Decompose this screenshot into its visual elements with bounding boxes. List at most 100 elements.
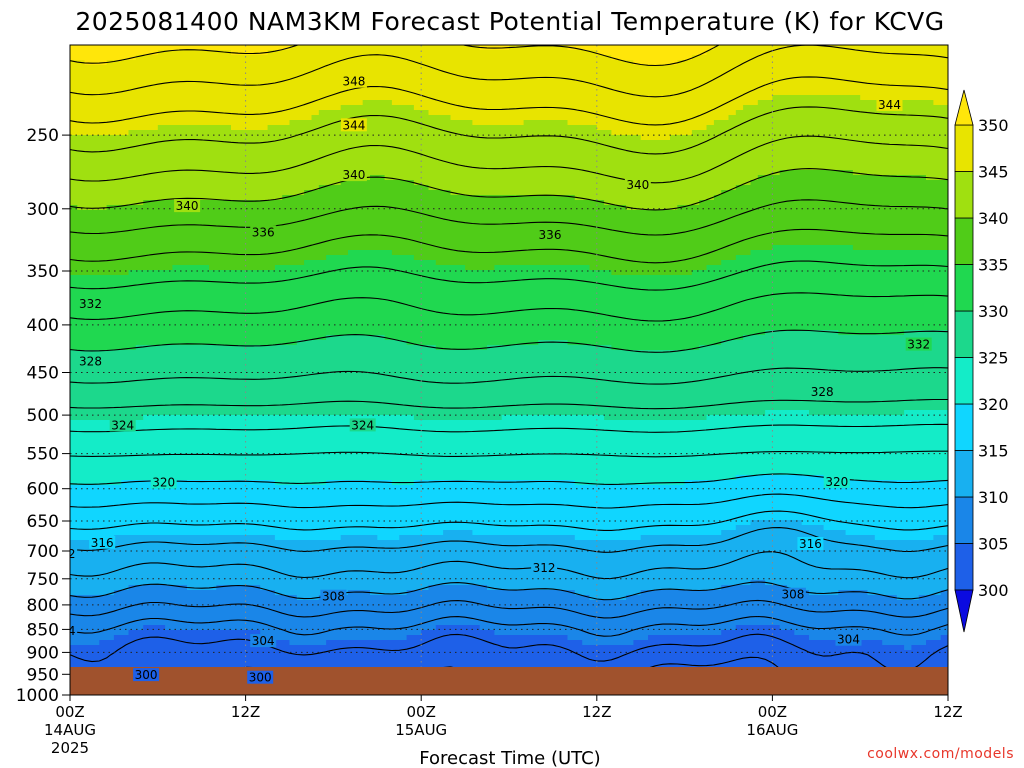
contour-band-cell [70, 130, 130, 136]
colorbar-segment [954, 124, 974, 172]
contour-band-cell [713, 195, 948, 201]
contour-label-text: 336 [539, 228, 562, 242]
contour-band-cell [933, 100, 948, 106]
plot-frame [69, 44, 949, 696]
colorbar-segment [954, 357, 974, 405]
contour-band-cell [852, 245, 948, 251]
y-tick-label: 850 [27, 620, 59, 640]
contour-band-cell [70, 585, 130, 591]
y-tick-label: 900 [27, 643, 59, 663]
contour-band-cell [106, 60, 635, 66]
contour-band-cell [611, 55, 693, 61]
contour-band-cell [70, 275, 948, 281]
contour-band-cell [70, 245, 773, 251]
contour-label-text: 344 [878, 98, 901, 112]
contour-band-cell [691, 270, 948, 276]
contour-band-cell [70, 365, 948, 371]
contour-band-cell [501, 415, 605, 421]
contour-band-cell [70, 400, 948, 406]
contour-band-cell [926, 640, 948, 646]
contour-band-cell [801, 520, 948, 526]
contour-band-cell [70, 545, 948, 551]
contour-band-cell [626, 595, 898, 601]
contour-line-346 [70, 76, 948, 126]
contour-band-cell [282, 195, 576, 201]
contour-label-text: 300 [135, 668, 158, 682]
contour-band-cell [406, 590, 576, 596]
contour-band-cell [70, 635, 115, 641]
y-tick-label: 550 [27, 445, 59, 465]
contour-band-cell [70, 145, 948, 151]
contour-band-cell [70, 310, 948, 316]
y-tick-label: 300 [27, 200, 59, 220]
contour-label: 300 [133, 668, 160, 682]
contour-band-cell [70, 85, 948, 91]
contour-band-cell [70, 625, 144, 631]
contour-band-cell [128, 585, 188, 591]
contour-band-cell [596, 50, 708, 56]
contour-band-cell [721, 630, 795, 636]
contour-lines [70, 45, 948, 695]
contour-label-bg [89, 535, 116, 549]
contour-band-cell [809, 590, 839, 596]
contour-band-cell [435, 625, 481, 631]
contour-band-cell [713, 45, 948, 51]
contour-band-cell [413, 180, 752, 186]
contour-label: 332 [77, 297, 104, 311]
contour-band-cell [143, 200, 605, 206]
contour-band-cell [318, 185, 430, 191]
contour-label: 300 [247, 670, 274, 685]
contour-band-cell [70, 515, 948, 521]
contour-band-cell [611, 270, 693, 276]
colorbar-tick-label: 340 [978, 209, 1009, 228]
contour-band-cell [70, 135, 642, 141]
contour-band-cell [70, 425, 948, 431]
x-axis-label: Forecast Time (UTC) [419, 748, 600, 768]
contour-label-text: 304 [837, 633, 860, 647]
contour-label-bg [340, 74, 367, 88]
contour-line-308 [70, 599, 948, 619]
contour-band-cell [70, 265, 173, 271]
grid-lines [70, 45, 948, 695]
contour-band-cell [70, 90, 948, 96]
colorbar-tick-label: 315 [978, 442, 1009, 461]
contour-band-cell [838, 590, 869, 596]
contour-band-cell [794, 630, 948, 636]
ground-surface [70, 667, 948, 695]
contour-label-bg [77, 297, 104, 311]
contour-band-cell [750, 520, 803, 526]
contour-label: 304 [250, 634, 277, 648]
contour-band-cell [640, 135, 671, 141]
colorbar-segment [954, 310, 974, 358]
contour-band-cell [384, 175, 759, 181]
contour-band-cell [70, 380, 948, 386]
contour-label-bg [905, 337, 932, 351]
contour-band-cell [348, 590, 371, 596]
contour-line-330 [70, 329, 948, 353]
contour-band-cell [70, 500, 948, 506]
contour-band-cell [691, 130, 948, 136]
contour-band-cell [70, 75, 948, 81]
contour-band-cell [721, 340, 948, 346]
contour-band-cell [70, 140, 948, 146]
contour-band-cell [70, 610, 948, 616]
contour-band-cell [304, 260, 437, 266]
contour-label-bg [835, 632, 862, 646]
contour-band-cell [779, 625, 948, 631]
colorbar-segment [954, 217, 974, 265]
contour-band-cell [406, 340, 539, 346]
contour-band-cell [743, 335, 948, 341]
contour-band-cell [428, 110, 737, 116]
contour-band-cell [604, 415, 708, 421]
contour-band-cell [567, 635, 649, 641]
contour-band-cell [472, 530, 722, 536]
contour-band-cell [523, 120, 569, 126]
colorbar-tick-label: 345 [978, 163, 1009, 182]
contour-label: 324 [109, 418, 136, 432]
contour-label: 304 [835, 632, 862, 647]
contour-band-cell [70, 405, 948, 411]
contour-label-bg [531, 560, 558, 574]
contour-label-text: 312 [53, 547, 76, 561]
credit-link[interactable]: coolwx.com/models [867, 746, 1014, 762]
contour-band-cell [940, 635, 948, 641]
